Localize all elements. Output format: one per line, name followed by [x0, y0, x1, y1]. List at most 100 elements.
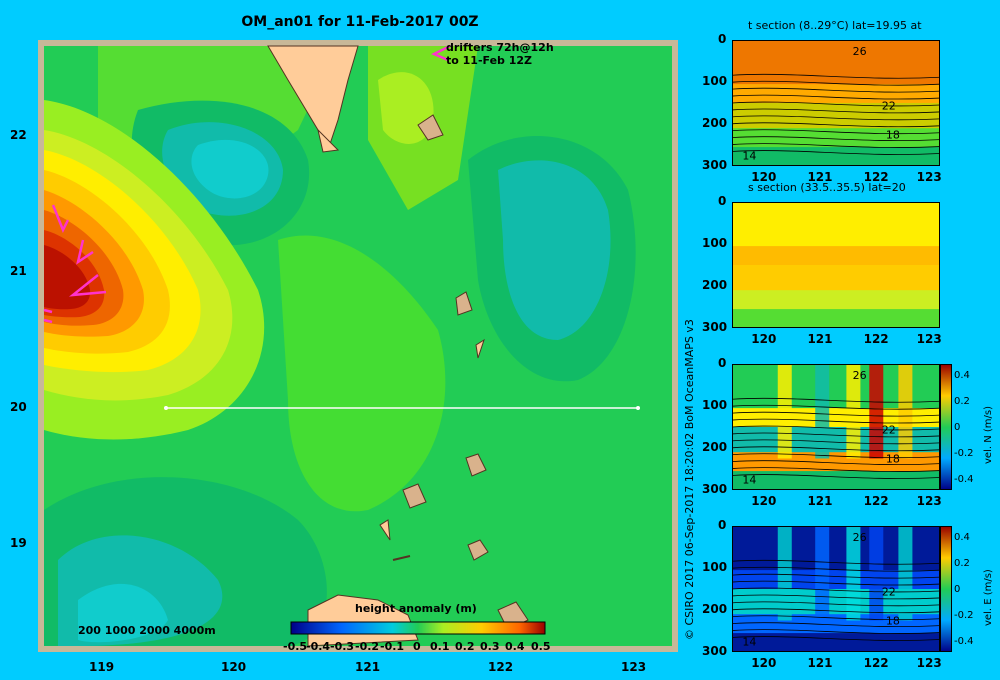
- velocity-stripe: [815, 364, 830, 459]
- section-band: [732, 265, 940, 292]
- panel-lon-tick: 120: [751, 332, 777, 346]
- depth-legend: 200 1000 2000 4000m: [78, 624, 216, 637]
- section-band: [732, 147, 940, 166]
- section-band: [732, 202, 940, 248]
- section-band: [732, 471, 940, 490]
- colorbar-tick: -0.2: [355, 640, 380, 653]
- velocity-colorbar: [940, 364, 952, 490]
- contour-line: [732, 80, 940, 86]
- colorbar-tick: 0.2: [455, 640, 475, 653]
- depth-tick: 300: [702, 158, 728, 172]
- colorbar-tick: 0.3: [480, 640, 500, 653]
- panel-lon-tick: 122: [863, 170, 889, 184]
- drifters-label: drifters 72h@12h: [446, 41, 554, 54]
- colorbar-label: vel. N (m/s): [983, 406, 994, 464]
- section-band: [732, 40, 940, 86]
- colorbar-tick: -0.2: [954, 448, 974, 459]
- section-band: [732, 290, 940, 311]
- colorbar-tick: 0.1: [430, 640, 450, 653]
- contour-line: [732, 115, 940, 121]
- contour-label: 14: [742, 474, 756, 487]
- panel-frame: [732, 202, 940, 328]
- section-band: [732, 246, 940, 266]
- depth-tick: 200: [702, 602, 728, 616]
- colorbar-label: height anomaly (m): [355, 602, 477, 615]
- panel-lon-tick: 121: [807, 332, 833, 346]
- colorbar-tick: -0.4: [306, 640, 331, 653]
- velocity-stripe: [846, 526, 861, 621]
- section-band: [732, 84, 940, 104]
- contour-line: [732, 122, 940, 128]
- contour-line: [732, 474, 940, 479]
- depth-tick: 100: [702, 560, 728, 574]
- contour-line: [732, 150, 940, 155]
- lon-tick: 119: [89, 660, 115, 674]
- contour-line: [732, 143, 940, 148]
- panel-frame: [732, 364, 940, 490]
- lon-tick: 121: [355, 660, 381, 674]
- contour-label: 18: [886, 452, 900, 465]
- contour-line: [732, 108, 940, 114]
- colorbar-tick: -0.4: [954, 636, 974, 647]
- depth-tick: 300: [702, 644, 728, 658]
- panel-lon-tick: 120: [751, 170, 777, 184]
- velocity-stripe: [869, 526, 884, 621]
- colorbar-fill: [940, 364, 952, 490]
- contour-line: [732, 601, 940, 607]
- section-plot: 26 22 18 14: [732, 364, 940, 490]
- panel-lon-tick: 122: [863, 494, 889, 508]
- depth-tick: 200: [702, 440, 728, 454]
- panel-lon-tick: 123: [916, 494, 942, 508]
- contour-line: [732, 460, 940, 465]
- colorbar-tick: 0: [954, 584, 961, 595]
- panel-lon-tick: 123: [916, 332, 942, 346]
- height-anomaly-map: [38, 40, 678, 652]
- contour-line: [732, 404, 940, 410]
- contour-line: [732, 615, 940, 621]
- section-plot: [732, 202, 940, 328]
- panel-lon-tick: 121: [807, 494, 833, 508]
- panel-lon-tick: 122: [863, 656, 889, 670]
- velocity-stripe: [898, 364, 913, 459]
- lat-tick: 20: [10, 400, 27, 414]
- panel-lon-tick: 121: [807, 656, 833, 670]
- contour-line: [732, 566, 940, 572]
- contour-line: [732, 439, 940, 445]
- velocity-stripe: [777, 526, 792, 621]
- panel-lon-tick: 121: [807, 170, 833, 184]
- contour-line: [732, 559, 940, 565]
- depth-tick: 100: [702, 236, 728, 250]
- velocity-stripe: [869, 364, 884, 459]
- panel-lon-tick: 123: [916, 170, 942, 184]
- velocity-colorbar: [940, 526, 952, 652]
- contour-label: 22: [882, 585, 896, 598]
- lat-tick: 19: [10, 536, 27, 550]
- contour-line: [732, 432, 940, 438]
- section-plot: 26 22 18 14: [732, 40, 940, 166]
- height-anomaly-colorbar: [290, 621, 546, 635]
- depth-tick: 200: [702, 278, 728, 292]
- colorbar-label: vel. E (m/s): [983, 569, 994, 626]
- contour-line: [732, 129, 940, 135]
- credit-line: © CSIRO 2017 06-Sep-2017 18:20:02 BoM Oc…: [683, 319, 696, 640]
- colorbar-tick: 0.4: [954, 370, 970, 381]
- contour-line: [732, 636, 940, 641]
- contour-line: [732, 446, 940, 452]
- colorbar-tick: -0.3: [330, 640, 355, 653]
- panel-lon-tick: 120: [751, 494, 777, 508]
- section-plot: 26 22 18 14: [732, 526, 940, 652]
- contour-line: [732, 136, 940, 141]
- contour-line: [732, 629, 940, 634]
- lon-tick: 123: [621, 660, 647, 674]
- contour-line: [732, 587, 940, 593]
- contour-line: [732, 418, 940, 424]
- section-band: [732, 633, 940, 652]
- depth-tick: 200: [702, 116, 728, 130]
- contour-label: 14: [742, 150, 756, 163]
- panel-lon-tick: 122: [863, 332, 889, 346]
- map-title: OM_an01 for 11-Feb-2017 00Z: [241, 14, 479, 30]
- depth-tick: 0: [718, 356, 727, 370]
- depth-tick: 0: [718, 194, 727, 208]
- depth-tick: 0: [718, 518, 727, 532]
- colorbar-tick: 0.2: [954, 396, 970, 407]
